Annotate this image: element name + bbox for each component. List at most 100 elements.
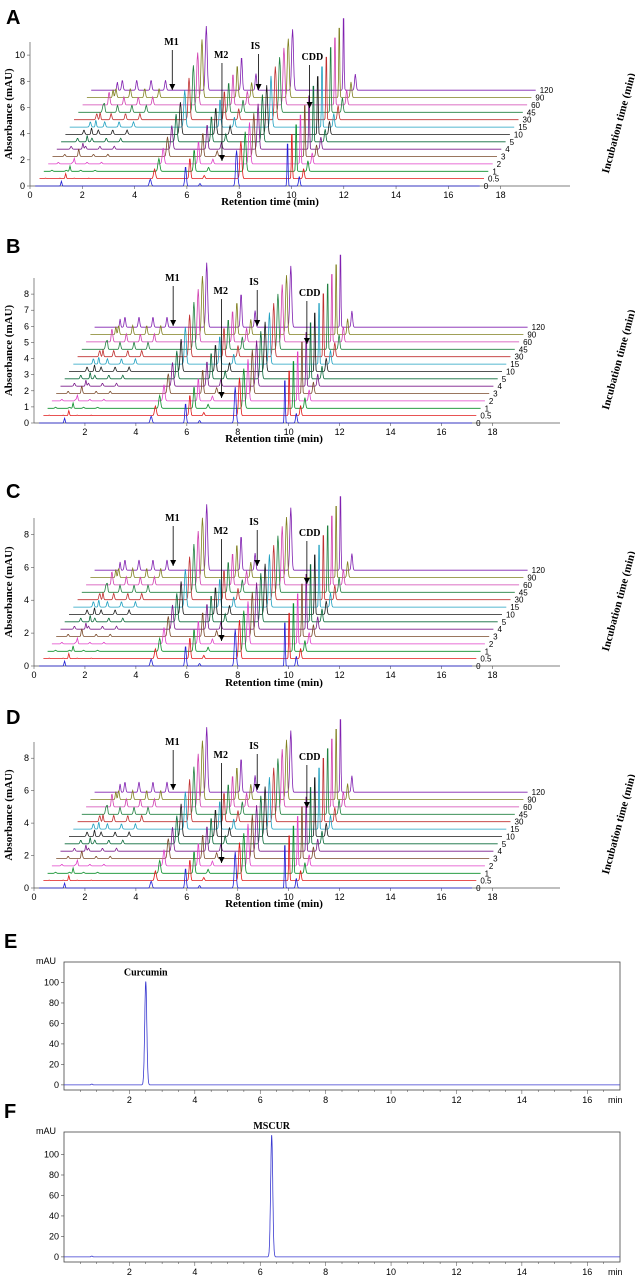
- series-label: 15: [510, 825, 519, 834]
- peak-label-M1: M1: [164, 37, 178, 48]
- series-label: 2: [489, 862, 494, 871]
- y-tick-label: 0: [24, 883, 29, 893]
- trace-2: [51, 593, 485, 645]
- peak-label-M2: M2: [214, 286, 228, 297]
- y-tick-label: 3: [24, 370, 29, 380]
- x-tick-label: 16: [437, 427, 447, 437]
- series-label: 90: [535, 94, 544, 103]
- peak-label-M1: M1: [165, 273, 179, 284]
- x-tick-label: 4: [192, 1095, 197, 1105]
- peak-label-IS: IS: [249, 741, 259, 752]
- x-tick-label: 0: [31, 892, 36, 902]
- trace-60: [86, 274, 520, 343]
- x-tick-label: 2: [82, 670, 87, 680]
- peak-arrow-head: [306, 102, 313, 108]
- y-tick-label: 20: [49, 1059, 59, 1069]
- y-tick-label: 6: [20, 102, 25, 112]
- peak-arrow-head: [254, 784, 261, 790]
- series-label: 0.5: [480, 877, 492, 886]
- series-label: 30: [515, 818, 524, 827]
- y-tick-label: 8: [20, 76, 25, 86]
- peak-label-M2: M2: [214, 750, 228, 761]
- series-label: 15: [510, 360, 519, 369]
- y-tick-label: 100: [44, 1150, 59, 1160]
- series-label: 10: [506, 610, 515, 619]
- y-tick-label: 2: [24, 628, 29, 638]
- panel-label-B: B: [6, 236, 20, 258]
- x-axis-title: Retention time (min): [225, 677, 323, 689]
- series-label: 45: [519, 345, 528, 354]
- y-tick-label: 4: [24, 354, 29, 364]
- trace-45: [78, 47, 523, 113]
- plot-frame: [63, 961, 621, 1091]
- y-unit-label: mAU: [36, 1126, 56, 1136]
- y-tick-label: 60: [49, 1018, 59, 1028]
- trace-0.5: [39, 134, 484, 179]
- x-tick-label: 12: [335, 427, 345, 437]
- peak-label-M1: M1: [165, 513, 179, 524]
- trace-0.5: [43, 835, 477, 881]
- trace-5: [61, 85, 506, 143]
- x-tick-label: 8: [323, 1267, 328, 1277]
- series-label: 15: [510, 603, 519, 612]
- peak-arrow-head: [254, 560, 261, 566]
- x-tick-label: 14: [386, 427, 396, 437]
- trace-60: [86, 738, 520, 808]
- series-label: 0.5: [480, 655, 492, 664]
- x-tick-label: 18: [487, 892, 497, 902]
- peak-label-M2: M2: [214, 50, 228, 61]
- trace-45: [81, 748, 515, 815]
- trace-4: [60, 574, 494, 630]
- peak-arrow-head: [169, 84, 176, 90]
- x-axis-title: Retention time (min): [221, 196, 319, 208]
- series-label: 90: [527, 574, 536, 583]
- y-tick-label: 7: [24, 305, 29, 315]
- x-tick-label: 12: [335, 670, 345, 680]
- y-tick-label: 40: [49, 1039, 59, 1049]
- series-label: 60: [523, 803, 532, 812]
- panel-label-F: F: [4, 1101, 16, 1123]
- x-tick-label: 2: [127, 1095, 132, 1105]
- x-tick-label: 12: [451, 1095, 461, 1105]
- series-label: 4: [497, 625, 502, 634]
- y-tick-label: 4: [24, 818, 29, 828]
- peak-arrow-head: [218, 635, 225, 641]
- x-tick-label: 18: [487, 670, 497, 680]
- series-label: 4: [497, 382, 502, 391]
- series-label: 10: [514, 130, 523, 139]
- x-tick-label: 2: [82, 892, 87, 902]
- series-label: 90: [527, 796, 536, 805]
- trace-5: [64, 322, 498, 380]
- series-label: 120: [532, 566, 546, 575]
- x-tick-label: 10: [284, 892, 294, 902]
- trace-45: [81, 525, 515, 593]
- y-tick-label: 60: [49, 1190, 59, 1200]
- x-tick-label: 10: [284, 427, 294, 437]
- y-tick-label: 8: [24, 753, 29, 763]
- y-tick-label: 4: [24, 595, 29, 605]
- y-tick-label: 6: [24, 562, 29, 572]
- peak-label-M2: M2: [214, 526, 228, 537]
- trace-5: [64, 787, 498, 845]
- x-axis-title: Retention time (min): [225, 433, 323, 445]
- trace-3: [56, 341, 490, 394]
- trace-1: [43, 124, 489, 172]
- trace-4: [56, 95, 502, 150]
- peak-label-CDD: CDD: [299, 752, 321, 763]
- x-tick-label: 18: [487, 427, 497, 437]
- x-tick-label: 6: [258, 1267, 263, 1277]
- peak-label: MSCUR: [253, 1121, 290, 1132]
- series-label: 1: [492, 167, 497, 176]
- series-label: 0: [476, 419, 481, 428]
- y-tick-label: 0: [24, 661, 29, 671]
- trace-60: [82, 37, 528, 106]
- peak-arrow-head: [303, 578, 310, 584]
- x-tick-label: 2: [80, 190, 85, 200]
- series-label: 5: [510, 138, 515, 147]
- series-label: 3: [501, 153, 506, 162]
- x-tick-label: 14: [386, 892, 396, 902]
- y-axis-title: Absorbance (mAU): [3, 68, 15, 160]
- series-label: 3: [493, 633, 498, 642]
- series-label: 0: [484, 182, 489, 191]
- peak-arrow-head: [303, 802, 310, 808]
